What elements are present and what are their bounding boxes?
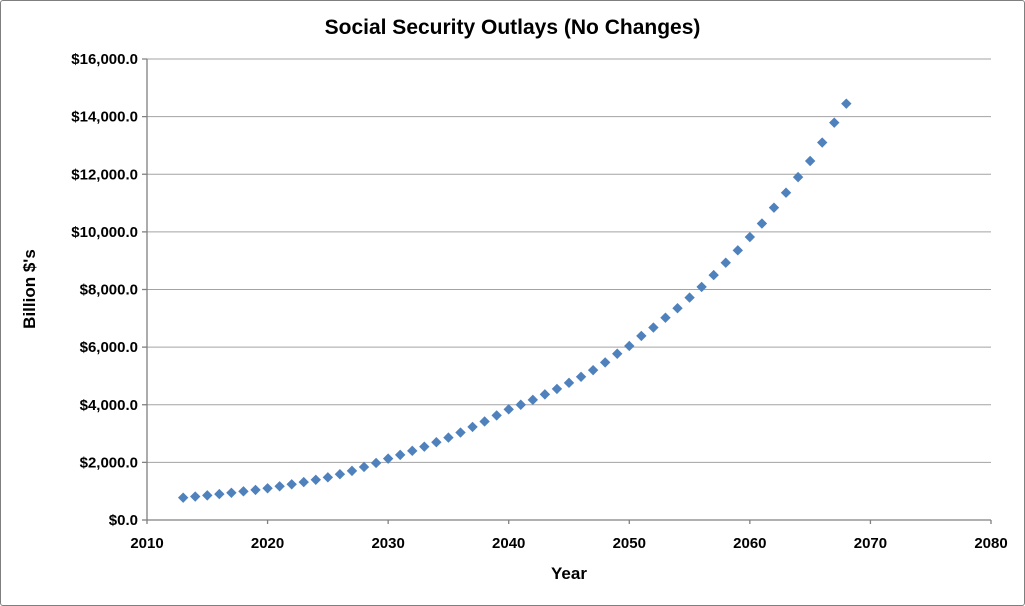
data-point <box>238 486 249 497</box>
data-point <box>551 383 563 395</box>
data-point <box>648 322 659 333</box>
data-point <box>672 303 683 314</box>
data-point <box>708 269 719 281</box>
data-point <box>346 465 358 477</box>
data-point <box>563 377 575 389</box>
y-tick-label: $14,000.0 <box>71 109 138 126</box>
data-point <box>841 98 852 109</box>
data-point <box>612 348 623 359</box>
data-point <box>829 117 840 128</box>
data-point <box>395 449 406 461</box>
data-point <box>455 427 466 438</box>
data-point <box>684 292 695 303</box>
data-point <box>214 488 225 500</box>
data-point <box>334 468 346 480</box>
data-point <box>274 481 285 492</box>
y-tick-label: $12,000.0 <box>71 166 138 183</box>
data-point <box>575 371 587 383</box>
data-point <box>732 245 743 256</box>
x-tick-label: 2030 <box>371 535 404 552</box>
data-point <box>744 231 756 243</box>
y-tick-label: $10,000.0 <box>71 224 138 241</box>
data-point <box>515 399 526 410</box>
data-point <box>190 491 201 502</box>
data-point <box>443 432 454 443</box>
data-point <box>358 461 370 473</box>
y-tick-label: $4,000.0 <box>80 397 138 414</box>
y-tick-label: $0.0 <box>109 512 138 529</box>
data-point <box>624 340 635 352</box>
x-tick-label: 2020 <box>251 535 284 552</box>
data-point <box>780 187 792 198</box>
data-point <box>250 484 261 496</box>
data-point <box>310 474 321 486</box>
data-point <box>370 457 382 469</box>
data-point <box>660 312 671 323</box>
x-tick-label: 2010 <box>130 535 163 552</box>
data-point <box>322 472 334 483</box>
data-point <box>226 487 237 498</box>
chart-title: Social Security Outlays (No Changes) <box>324 16 701 39</box>
data-point <box>817 137 828 148</box>
data-point <box>202 490 213 501</box>
y-tick-label: $2,000.0 <box>80 454 138 471</box>
data-point <box>696 281 707 293</box>
data-point <box>527 394 539 406</box>
x-axis-title: Year <box>551 564 587 583</box>
data-point <box>431 437 442 448</box>
data-point <box>539 389 551 400</box>
x-tick-label: 2060 <box>733 535 766 552</box>
data-point <box>407 445 418 457</box>
data-point <box>298 476 309 488</box>
data-point <box>382 453 394 464</box>
data-point <box>491 410 502 421</box>
data-point <box>804 155 816 167</box>
y-tick-label: $8,000.0 <box>80 282 138 299</box>
x-tick-label: 2050 <box>613 535 646 552</box>
data-point <box>756 218 768 229</box>
data-point <box>792 171 804 183</box>
x-tick-label: 2080 <box>974 535 1007 552</box>
x-tick-label: 2070 <box>854 535 887 552</box>
data-point <box>587 364 599 376</box>
data-point <box>479 416 490 427</box>
data-point <box>599 357 611 368</box>
data-point <box>503 404 514 415</box>
data-point <box>636 330 647 342</box>
x-tick-label: 2040 <box>492 535 525 552</box>
data-point <box>262 483 273 494</box>
y-tick-label: $16,000.0 <box>71 51 138 68</box>
data-point <box>467 421 478 433</box>
data-point <box>419 441 430 452</box>
data-point <box>177 492 189 503</box>
data-point <box>768 202 780 213</box>
y-tick-label: $6,000.0 <box>80 339 138 356</box>
data-point <box>720 257 731 268</box>
data-point <box>286 479 297 490</box>
